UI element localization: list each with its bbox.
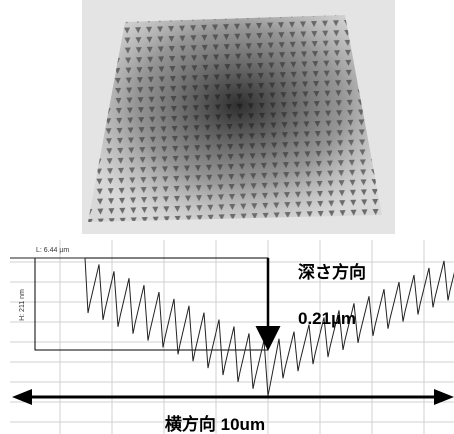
lateral-label: 横方向 10um (165, 414, 265, 434)
height-label: H: 211 nm (19, 289, 26, 321)
shading (82, 0, 395, 234)
profile-panel: L: 6.44 µm H: 211 nm 深さ方向 0.21µm 横方向 10u… (10, 240, 454, 434)
photo (82, 0, 395, 234)
figure: L: 6.44 µm H: 211 nm 深さ方向 0.21µm 横方向 10u… (0, 0, 454, 434)
depth-title: 深さ方向 (298, 262, 366, 282)
length-label: L: 6.44 µm (36, 247, 69, 254)
depth-value: 0.21µm (298, 309, 356, 328)
